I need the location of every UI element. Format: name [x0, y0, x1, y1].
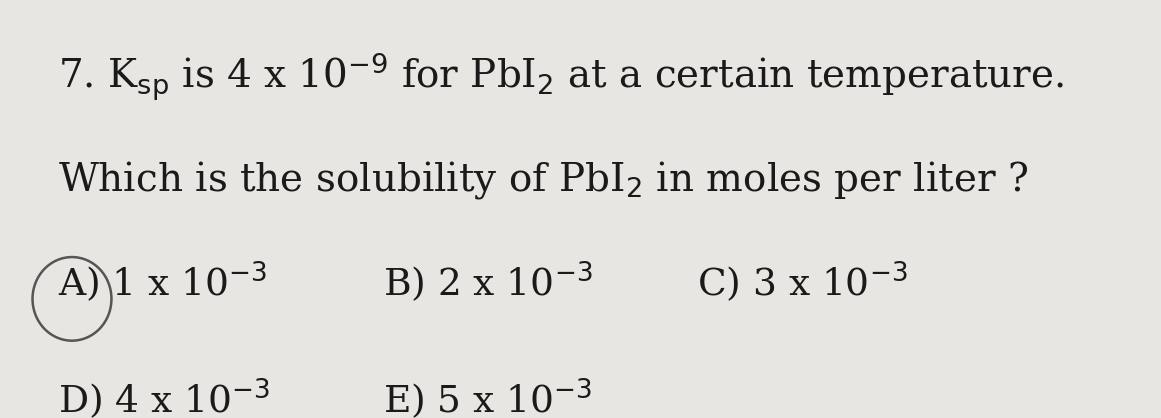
Text: C) 3 x 10$^{- 3}$: C) 3 x 10$^{- 3}$ [697, 259, 907, 304]
Text: E) 5 x 10$^{- 3}$: E) 5 x 10$^{- 3}$ [383, 376, 592, 418]
Text: Which is the solubility of PbI$_2$ in moles per liter ?: Which is the solubility of PbI$_2$ in mo… [58, 159, 1029, 201]
Text: D) 4 x 10$^{- 3}$: D) 4 x 10$^{- 3}$ [58, 376, 271, 418]
Text: 7. K$_{\sf sp}$ is 4 x 10$^{-9}$ for PbI$_2$ at a certain temperature.: 7. K$_{\sf sp}$ is 4 x 10$^{-9}$ for PbI… [58, 50, 1065, 102]
Text: B) 2 x 10$^{- 3}$: B) 2 x 10$^{- 3}$ [383, 259, 592, 304]
Text: A) 1 x 10$^{- 3}$: A) 1 x 10$^{- 3}$ [58, 259, 267, 304]
